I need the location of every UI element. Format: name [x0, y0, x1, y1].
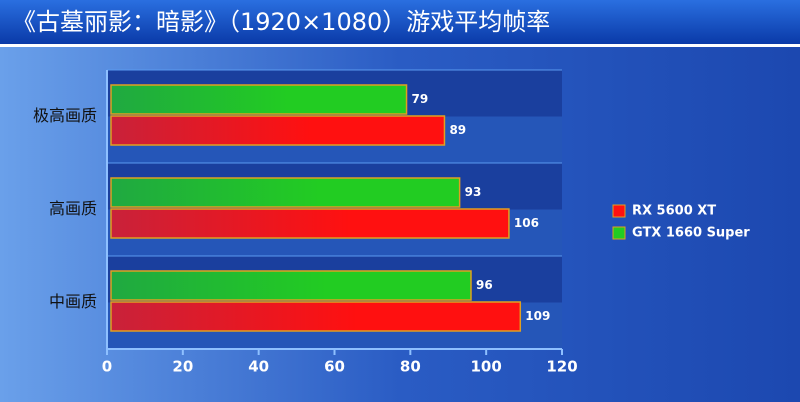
- legend-swatch: [612, 226, 626, 240]
- bar: [110, 301, 522, 332]
- separator: [0, 44, 800, 47]
- x-tick-label: 40: [248, 358, 269, 376]
- value-label: 79: [412, 92, 429, 106]
- x-tick-label: 20: [172, 358, 193, 376]
- value-label: 89: [449, 123, 466, 137]
- x-tick-label: 60: [324, 358, 345, 376]
- value-label: 93: [465, 185, 482, 199]
- y-tick-label: 中画质: [49, 292, 97, 311]
- value-label: 109: [525, 309, 550, 323]
- chart-title: 《古墓丽影：暗影》（1920×1080）游戏平均帧率: [12, 8, 550, 36]
- x-tick-label: 120: [546, 358, 577, 376]
- y-tick-label: 极高画质: [33, 106, 97, 125]
- x-tick-label: 100: [471, 358, 502, 376]
- bar: [110, 84, 408, 115]
- bar: [110, 115, 446, 146]
- bar: [110, 270, 472, 301]
- y-tick-label: 高画质: [49, 199, 97, 218]
- title-bar: [0, 0, 800, 44]
- x-tick-label: 80: [400, 358, 421, 376]
- bar: [110, 177, 461, 208]
- legend-label: GTX 1660 Super: [632, 226, 750, 241]
- value-label: 96: [476, 278, 493, 292]
- legend-label: RX 5600 XT: [632, 204, 716, 219]
- legend-swatch: [612, 204, 626, 218]
- x-tick-label: 0: [102, 358, 112, 376]
- bar: [110, 208, 510, 239]
- value-label: 106: [514, 216, 539, 230]
